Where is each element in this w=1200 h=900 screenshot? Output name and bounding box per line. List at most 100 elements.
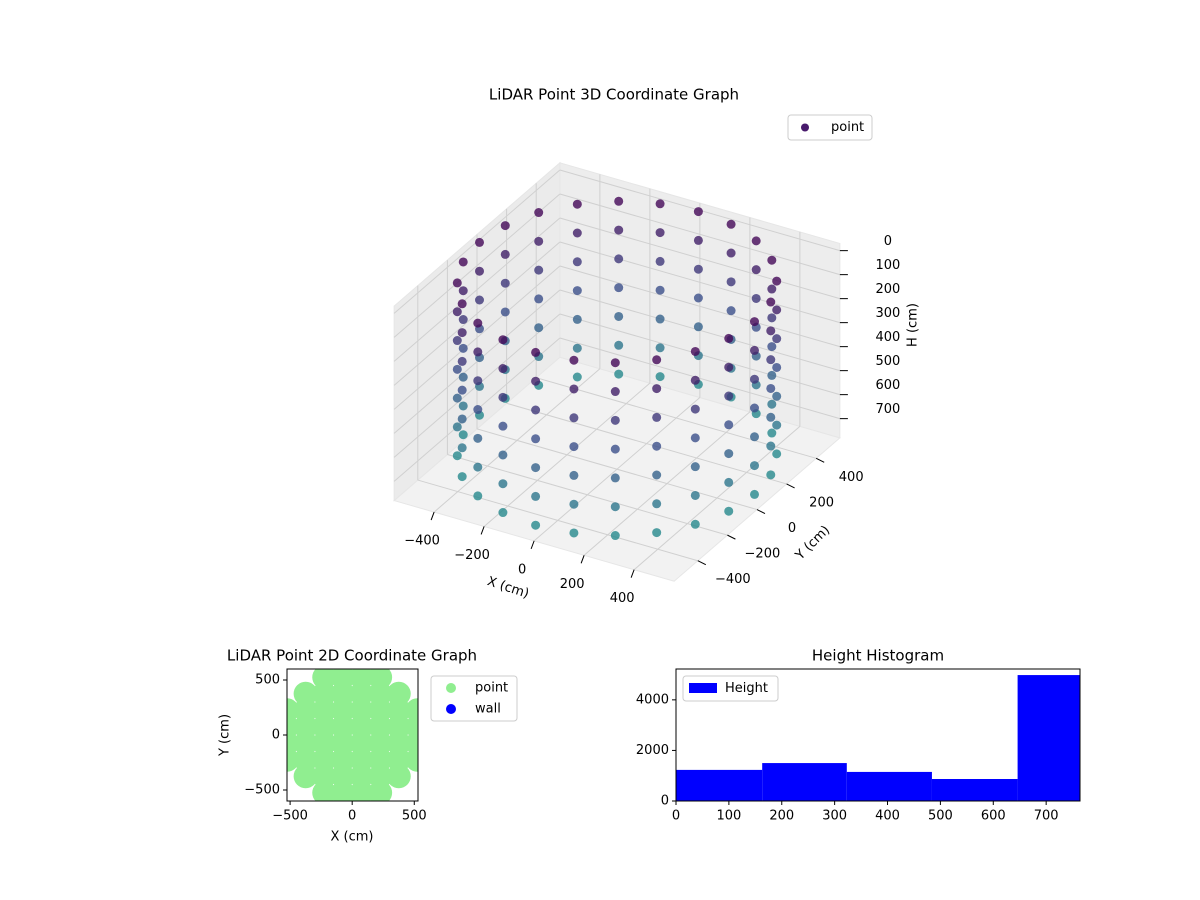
point xyxy=(457,356,467,366)
point xyxy=(767,428,777,438)
point xyxy=(312,714,337,739)
point xyxy=(349,714,374,739)
point xyxy=(534,208,544,218)
point xyxy=(330,747,355,772)
grid-line xyxy=(476,428,758,511)
point xyxy=(751,236,761,246)
bar xyxy=(1017,675,1080,801)
point xyxy=(531,376,541,386)
point xyxy=(349,698,374,723)
point xyxy=(312,731,337,756)
point xyxy=(772,334,782,344)
point xyxy=(690,490,700,500)
point xyxy=(693,235,703,245)
h-tick-label: 600 xyxy=(875,378,900,393)
y-tick-label: 400 xyxy=(839,470,864,485)
legend-box xyxy=(787,114,873,141)
grid-line xyxy=(559,193,841,276)
point xyxy=(473,347,483,357)
point xyxy=(772,391,782,401)
point xyxy=(569,470,579,480)
point xyxy=(772,449,782,459)
point xyxy=(349,747,374,772)
point xyxy=(458,343,468,353)
h-tick-label: 700 xyxy=(875,402,900,417)
bar xyxy=(676,769,763,801)
point xyxy=(652,470,662,480)
point xyxy=(452,393,462,403)
point xyxy=(610,415,620,425)
point xyxy=(498,479,508,489)
point xyxy=(572,314,582,324)
point xyxy=(531,434,541,444)
point xyxy=(750,403,759,413)
point xyxy=(766,470,776,480)
point xyxy=(610,358,620,368)
point xyxy=(457,385,467,395)
point xyxy=(531,520,541,530)
point xyxy=(500,249,510,259)
grid-line xyxy=(447,453,728,536)
y-tick xyxy=(815,457,825,463)
chart-title: LiDAR Point 2D Coordinate Graph xyxy=(227,647,477,665)
point xyxy=(500,278,510,288)
x-tick-label: 0 xyxy=(672,809,680,824)
point xyxy=(655,285,665,295)
point xyxy=(475,237,484,247)
point xyxy=(457,414,467,424)
point xyxy=(330,681,355,706)
point xyxy=(386,681,411,706)
bar xyxy=(846,771,932,801)
point xyxy=(693,293,703,303)
point xyxy=(457,472,467,482)
point xyxy=(293,681,318,706)
point xyxy=(452,278,462,288)
x-tick-label: 100 xyxy=(716,809,741,824)
point xyxy=(386,714,411,739)
point xyxy=(531,463,541,473)
point xyxy=(458,286,468,296)
point xyxy=(330,780,355,801)
point xyxy=(652,441,662,451)
point xyxy=(726,306,736,316)
h-axis-label: H (cm) xyxy=(906,303,921,347)
grid-line xyxy=(559,217,841,300)
point xyxy=(458,401,468,411)
point xyxy=(473,433,483,443)
x-tick xyxy=(480,526,485,535)
point xyxy=(614,311,624,321)
point xyxy=(473,462,483,472)
x-tick-label: −400 xyxy=(404,534,440,549)
point xyxy=(610,502,620,512)
point xyxy=(693,322,703,332)
point xyxy=(726,277,736,287)
point xyxy=(750,461,759,471)
x-axis-label: X (cm) xyxy=(331,830,374,845)
legend-label: point xyxy=(475,681,508,696)
point xyxy=(772,362,782,372)
point xyxy=(368,714,393,739)
point xyxy=(572,257,582,267)
point xyxy=(452,364,462,374)
chart-title: Height Histogram xyxy=(812,647,944,665)
point xyxy=(693,264,703,274)
point xyxy=(368,681,393,706)
point xyxy=(498,364,508,374)
y-axis-label: Y (cm) xyxy=(218,714,233,757)
point xyxy=(766,441,776,451)
point xyxy=(690,375,700,385)
point xyxy=(312,747,337,772)
point xyxy=(458,430,468,440)
point xyxy=(766,297,776,307)
point xyxy=(724,449,734,459)
grid-line xyxy=(559,337,841,420)
grid-line xyxy=(393,241,561,386)
grid-line xyxy=(417,479,698,562)
point xyxy=(767,399,777,409)
y-tick-label: 2000 xyxy=(636,743,669,758)
point xyxy=(767,284,777,294)
x-tick-label: 300 xyxy=(822,809,847,824)
grid-line xyxy=(393,289,561,434)
point xyxy=(772,276,782,286)
point xyxy=(693,207,703,217)
